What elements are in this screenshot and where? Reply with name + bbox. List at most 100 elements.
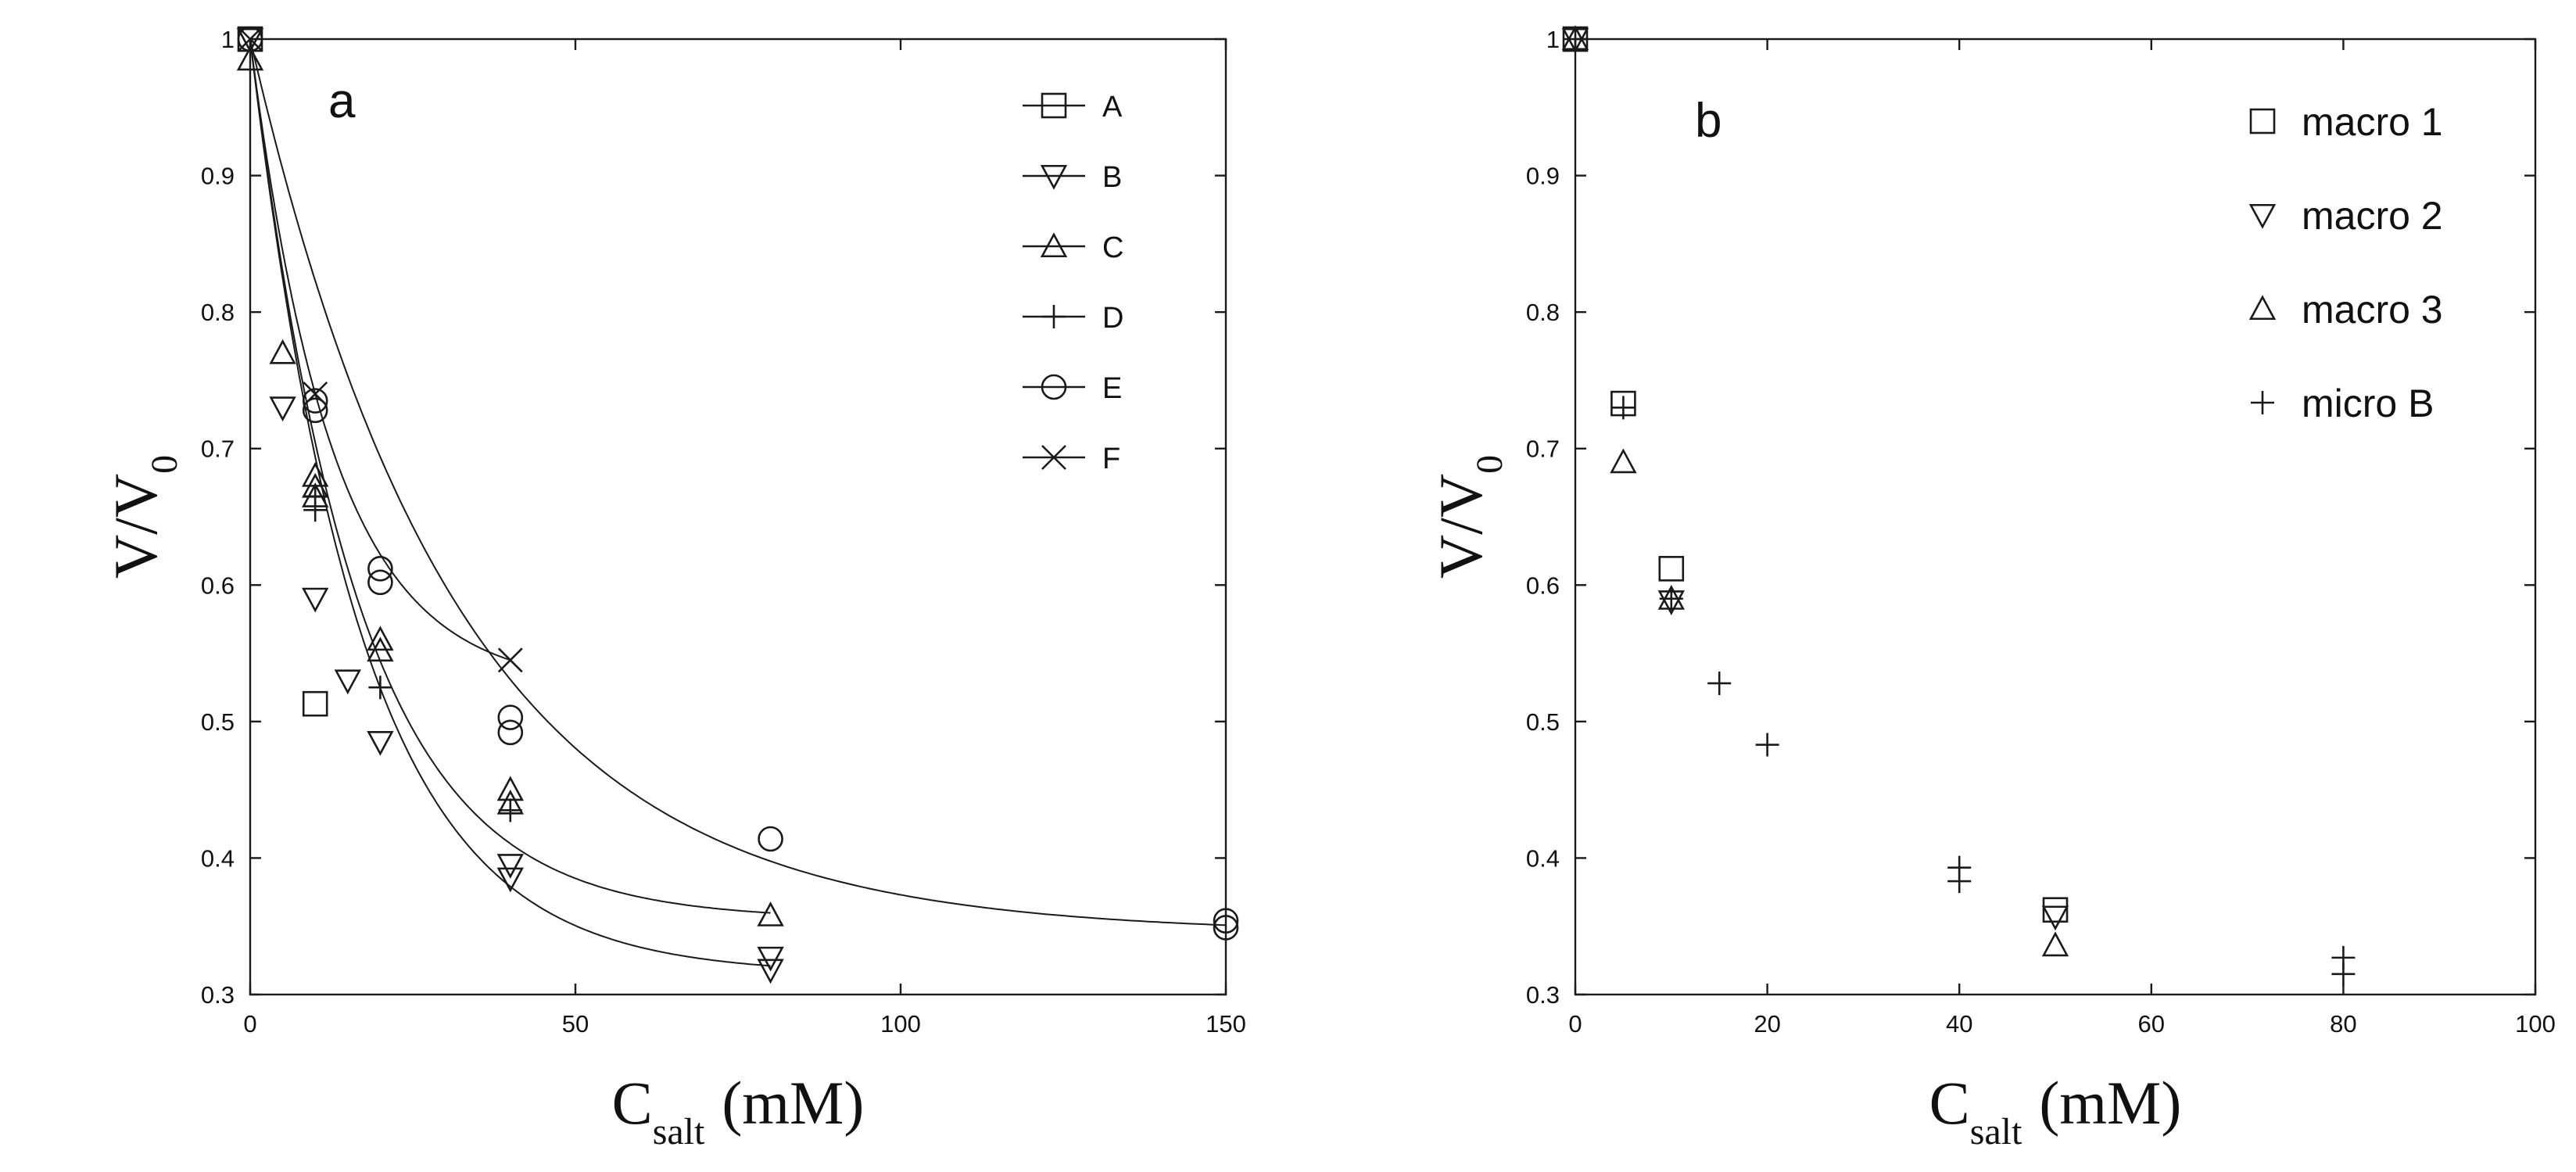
series-1-points	[237, 26, 328, 717]
x-tick-label: 0	[1568, 1010, 1582, 1038]
legend-item: C	[1023, 231, 1123, 264]
fit-curve-series-2	[249, 38, 771, 967]
data-point	[302, 587, 329, 613]
data-point	[1610, 448, 1637, 474]
x-tick-label: 0	[243, 1010, 256, 1038]
x-tick-label: 20	[1754, 1010, 1780, 1038]
data-point	[496, 776, 524, 801]
series-5-points	[237, 26, 1239, 941]
data-point	[757, 946, 784, 972]
data-point	[269, 396, 296, 422]
panel-b-chart: 0.3 0.4 0.5 0.6 0.7 0.8 0.9 1 0 20 40 60 80 100 b Csalt…	[1427, 25, 2556, 1152]
data-point	[2041, 931, 2069, 957]
data-point	[236, 45, 264, 71]
data-point	[367, 556, 393, 582]
series-1-points	[1562, 26, 2069, 923]
legend-marker	[1041, 374, 1067, 400]
fit-curve-series-6	[249, 38, 511, 661]
data-point	[2042, 897, 2069, 923]
series-2-points	[1561, 27, 2069, 931]
data-point	[757, 901, 784, 926]
panel-label: b	[1695, 94, 1722, 148]
data-point	[302, 388, 328, 414]
x-axis-title: Csalt (mM)	[1929, 1069, 2182, 1152]
legend-item: A	[1023, 91, 1123, 124]
y-axis-title-subscript: 0	[144, 455, 185, 474]
x-tick-label: 150	[1206, 1010, 1246, 1038]
data-point	[496, 854, 524, 879]
legend-label: macro 2	[2302, 194, 2443, 238]
legend-item: macro 3	[2248, 288, 2443, 332]
y-tick-label: 0.4	[201, 844, 235, 872]
x-tick-label: 80	[2330, 1010, 2356, 1038]
y-tick-label: 0.3	[1526, 981, 1560, 1009]
data-point	[2041, 905, 2069, 931]
data-point	[1213, 915, 1239, 941]
legend-label: B	[1102, 161, 1122, 194]
legend-label: macro 3	[2302, 288, 2443, 332]
legend-label: F	[1102, 443, 1120, 475]
legend-marker	[1041, 92, 1067, 119]
series-3-points	[1561, 25, 2069, 957]
legend-label: E	[1102, 372, 1122, 405]
data-point	[269, 339, 296, 364]
data-point	[1947, 869, 1972, 894]
legend-item: D	[1023, 302, 1123, 335]
panel-a-chart: 0.3 0.4 0.5 0.6 0.7 0.8 0.9 1 0 50 100 150 a Csalt (mM…	[102, 26, 1246, 1152]
data-point	[1658, 556, 1685, 582]
legend-marker	[1041, 445, 1066, 470]
y-tick-label: 0.6	[201, 572, 235, 599]
y-tick-label: 0.7	[1526, 435, 1560, 463]
data-point	[303, 498, 328, 522]
legend-item: macro 1	[2249, 100, 2443, 144]
legend-marker	[1040, 232, 1068, 258]
y-tick-label: 1	[221, 26, 235, 53]
y-axis-title-subscript: 0	[1469, 455, 1510, 474]
y-axis-title-main: V/V	[1427, 474, 1495, 579]
data-point	[236, 27, 264, 53]
data-point	[1213, 908, 1239, 934]
x-tick-label: 50	[562, 1010, 589, 1038]
plot-frame	[249, 38, 1227, 996]
y-tick-label: 0.5	[1526, 708, 1560, 736]
data-point	[1611, 396, 1636, 420]
y-tick-label: 0.4	[1526, 844, 1560, 872]
data-point	[498, 798, 522, 823]
legend-marker	[2248, 203, 2277, 229]
data-point	[2331, 962, 2356, 986]
x-axis-title: Csalt (mM)	[612, 1069, 865, 1152]
series-4-points	[1564, 27, 2356, 986]
y-tick-label: 1	[1546, 26, 1560, 53]
y-tick-label: 0.7	[201, 435, 235, 463]
legend-marker	[2251, 391, 2274, 414]
series-4-points	[303, 484, 522, 823]
data-point	[758, 826, 783, 852]
data-point	[237, 26, 263, 52]
legend-item: micro B	[2251, 382, 2434, 425]
y-tick-label: 0.3	[201, 981, 235, 1009]
data-point	[367, 730, 394, 756]
y-tick-label: 0.9	[1526, 163, 1560, 190]
y-tick-label: 0.6	[1526, 572, 1560, 599]
data-point	[368, 676, 392, 700]
series-6-points	[238, 27, 523, 673]
data-point	[367, 569, 393, 596]
data-point	[367, 625, 394, 651]
data-point	[1755, 733, 1779, 757]
fit-curve-series-3	[249, 38, 771, 914]
y-axis-title: V/V0	[1427, 455, 1510, 579]
data-point	[497, 647, 523, 673]
data-point	[497, 704, 524, 730]
legend-label: C	[1102, 231, 1123, 264]
series-3-points	[236, 45, 784, 926]
data-point	[757, 959, 784, 984]
legend-marker	[1042, 305, 1066, 328]
legend-marker	[2248, 295, 2277, 321]
legend-label: micro B	[2302, 382, 2434, 425]
legend-label: D	[1102, 302, 1123, 335]
legend-label: macro 1	[2302, 100, 2443, 144]
legend-marker	[1040, 164, 1068, 190]
data-point	[238, 27, 263, 52]
y-tick-label: 0.8	[1526, 299, 1560, 326]
